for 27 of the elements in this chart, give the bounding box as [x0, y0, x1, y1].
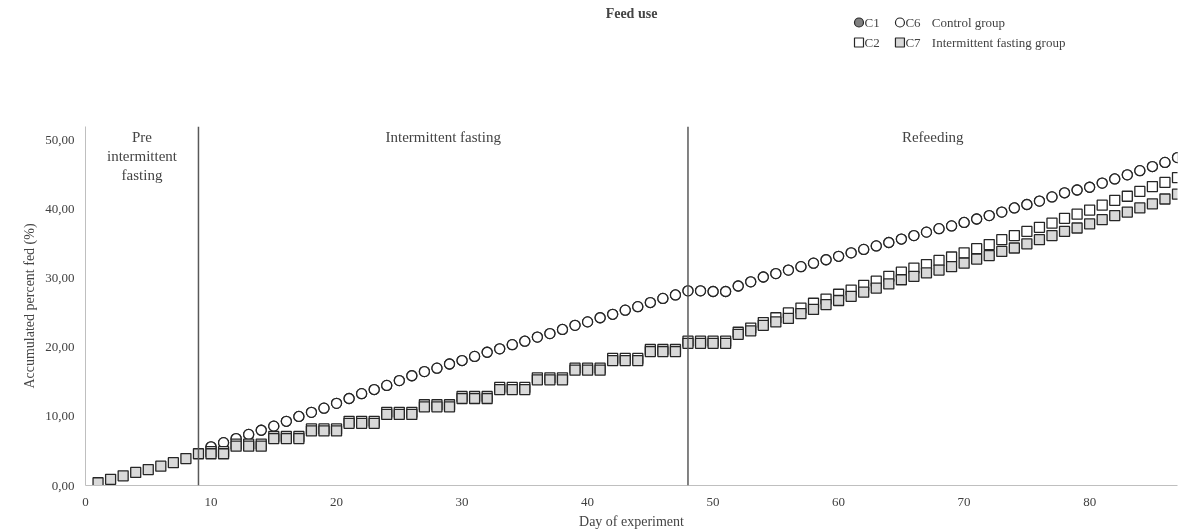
legend-label: C2	[864, 35, 880, 50]
text: Control group	[931, 15, 1006, 30]
y-tick-label: 50,00	[45, 132, 75, 148]
x-tick-label: 60	[832, 493, 846, 509]
annotation: Pre intermittent fasting	[106, 128, 178, 183]
y-tick-label: 30,00	[45, 270, 75, 286]
x-axis-title: Day of experiment	[579, 513, 685, 529]
annotation: Refeeding	[901, 128, 965, 145]
chart-title: Feed use	[605, 6, 658, 21]
x-tick-label: 80	[1083, 493, 1097, 509]
x-tick-label: 10	[204, 493, 218, 509]
y-tick-label: 10,00	[45, 408, 75, 424]
annotation: Intermittent fasting	[385, 128, 502, 145]
x-tick-label: 50	[706, 493, 720, 509]
legend-label: C1	[864, 15, 880, 30]
y-axis-title: Accumulated percent fed (%)	[22, 223, 39, 389]
x-tick-label: 30	[455, 493, 469, 509]
y-tick-label: 40,00	[45, 201, 75, 217]
legend-label: C6	[905, 15, 922, 30]
x-tick-label: 70	[957, 493, 971, 509]
x-tick-label: 0	[82, 493, 89, 509]
y-tick-label: 0,00	[51, 477, 75, 493]
y-tick-label: 20,00	[45, 339, 75, 355]
x-tick-label: 40	[581, 493, 595, 509]
x-tick-label: 20	[330, 493, 344, 509]
legend-label: C7	[905, 35, 922, 50]
text: Intermittent fasting group	[931, 35, 1066, 50]
